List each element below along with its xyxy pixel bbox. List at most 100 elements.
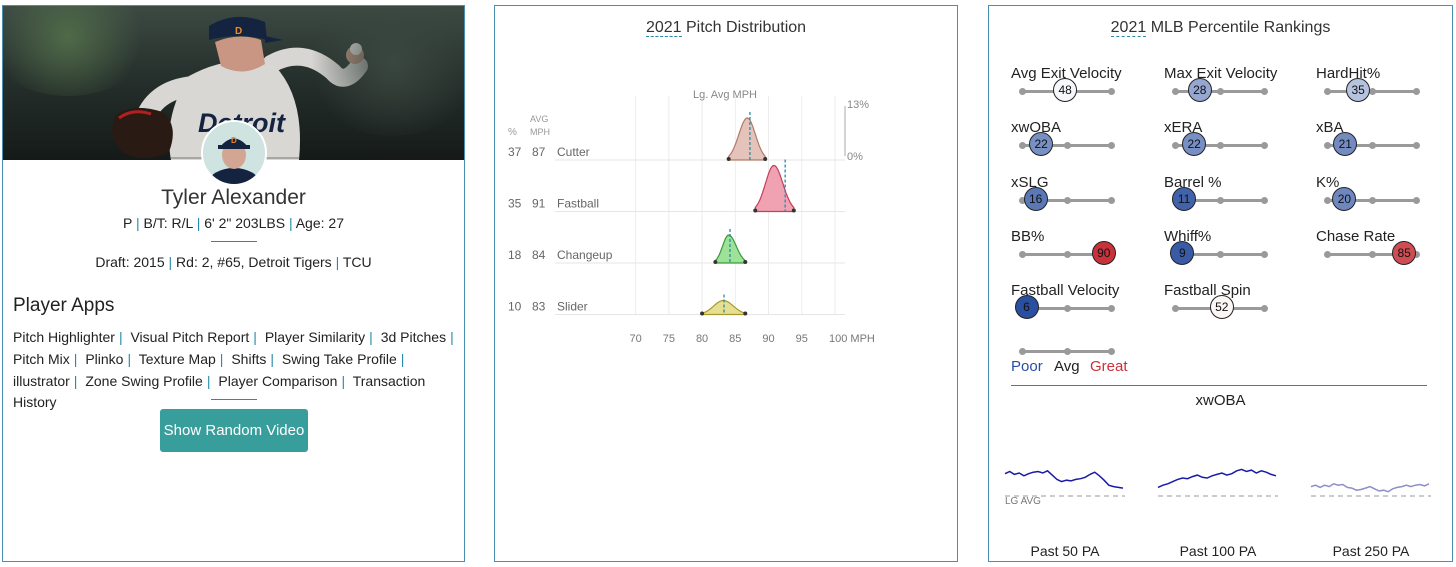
percentile-rankings-panel: 2021 MLB Percentile Rankings Avg Exit Ve… (988, 5, 1453, 562)
app-link-plinko[interactable]: Plinko (85, 350, 124, 367)
percentile-tick (1108, 88, 1115, 95)
apps-divider (211, 399, 257, 400)
lg-avg-mph-label: Lg. Avg MPH (693, 89, 757, 101)
percentile-item-fastball-spin[interactable]: Fastball Spin 52 (1164, 282, 1304, 332)
density-scale-min: 0% (847, 151, 863, 163)
percentile-item-xslg[interactable]: xSLG 16 (1011, 174, 1151, 224)
pitch-distribution-year[interactable]: 2021 (645, 19, 682, 37)
curve-endpoint (753, 208, 758, 213)
percentile-tick (1217, 88, 1224, 95)
bio-position: P (123, 215, 133, 231)
player-apps-title: Player Apps (13, 295, 115, 316)
app-link-player-comparison[interactable]: Player Comparison (218, 372, 338, 389)
pitch-distribution-panel: 2021 Pitch Distribution Lg. Avg MPH% AVG M… (494, 5, 958, 562)
bio-separator: | (136, 215, 144, 231)
percentile-value-bubble: 16 (1023, 187, 1048, 211)
percentile-tick (1261, 305, 1268, 312)
app-separator: | (73, 350, 78, 367)
xwoba-series-line (1157, 468, 1277, 489)
percentile-tick (1108, 305, 1115, 312)
column-header-avg: AVG (530, 114, 548, 124)
percentile-item-avg-exit-velocity[interactable]: Avg Exit Velocity 48 (1011, 65, 1151, 115)
legend-great: Great (1090, 358, 1128, 375)
column-header-pct: % (508, 127, 517, 138)
bio-height-weight: 6' 2" 203LBS (204, 215, 286, 231)
app-link-texture-map[interactable]: Texture Map (138, 350, 216, 367)
percentile-item-fastball-velocity[interactable]: Fastball Velocity 6 (1011, 282, 1151, 332)
percentile-label: Avg Exit Velocity (1011, 65, 1122, 82)
app-link-illustrator[interactable]: illustrator (13, 372, 70, 389)
percentile-tick (1324, 251, 1331, 258)
app-link-zone-swing-profile[interactable]: Zone Swing Profile (85, 372, 203, 389)
pitch-distribution-chart: Lg. Avg MPH% AVG MPH 13% 0% 37 87 Cutter 35 91 Fas… (508, 89, 875, 345)
percentile-item-xba[interactable]: xBA 21 (1316, 119, 1456, 169)
show-random-video-button[interactable]: Show Random Video (160, 409, 308, 452)
app-separator: | (127, 350, 132, 367)
pitch-avg-fastball: 91 (532, 197, 546, 211)
percentile-item-barrel[interactable]: Barrel % 11 (1164, 174, 1304, 224)
percentile-tick (1217, 142, 1224, 149)
bio-separator: | (196, 215, 205, 231)
app-link-player-similarity[interactable]: Player Similarity (264, 329, 366, 345)
pitch-name-cutter: Cutter (557, 145, 590, 159)
percentile-label: Fastball Velocity (1011, 282, 1120, 299)
legend-poor: Poor (1011, 358, 1043, 375)
app-separator: | (219, 350, 224, 367)
app-separator: | (369, 329, 373, 345)
x-tick-label: 90 (762, 333, 774, 345)
app-link-visual-pitch-report[interactable]: Visual Pitch Report (130, 329, 250, 345)
percentile-label: BB% (1011, 228, 1045, 245)
percentile-tick (1261, 251, 1268, 258)
percentile-item-whiff[interactable]: Whiff% 9 (1164, 228, 1304, 278)
percentile-item-xwoba[interactable]: xwOBA 22 (1011, 119, 1151, 169)
percentile-tick (1324, 197, 1331, 204)
percentile-value-bubble: 20 (1332, 187, 1357, 211)
app-link-shifts[interactable]: Shifts (231, 350, 267, 367)
draft-round: Rd: 2, #65, Detroit Tigers (176, 254, 332, 270)
percentile-tick (1019, 197, 1026, 204)
app-link-3d-pitches[interactable]: 3d Pitches (380, 329, 447, 345)
percentile-label: HardHit% (1316, 65, 1381, 82)
curve-endpoint (763, 157, 768, 161)
bio-separator: | (288, 215, 296, 231)
curve-endpoint (713, 260, 718, 264)
app-separator: | (118, 329, 123, 345)
x-tick-label: 85 (729, 333, 741, 345)
percentile-value-bubble: 48 (1053, 78, 1078, 102)
draft-separator: | (335, 254, 343, 270)
app-link-transaction-history[interactable]: Transaction History (13, 372, 426, 411)
percentile-value-bubble: 35 (1346, 78, 1371, 102)
app-link-swing-take-profile[interactable]: Swing Take Profile (281, 350, 397, 367)
pitch-distribution-title: 2021 Pitch Distribution (495, 19, 957, 37)
pitch-distribution-title-text: Pitch Distribution (681, 19, 807, 36)
percentile-tick (1369, 88, 1376, 95)
percentile-label: xERA (1164, 119, 1203, 136)
x-tick-label: 75 (663, 333, 675, 345)
percentile-item-max-exit-velocity[interactable]: Max Exit Velocity 28 (1164, 65, 1304, 115)
player-hero-photo: D Detroit (3, 6, 464, 160)
player-draft-info: Draft: 2015 | Rd: 2, #65, Detroit Tigers… (3, 254, 464, 270)
xwoba-series-line (1004, 469, 1124, 489)
app-link-pitch-mix[interactable]: Pitch Mix (13, 350, 70, 367)
xwoba-title: xwOBA (1195, 392, 1246, 409)
app-link-pitch-highlighter[interactable]: Pitch Highlighter (13, 329, 115, 345)
percentile-item-xera[interactable]: xERA 22 (1164, 119, 1304, 169)
percentile-item-k[interactable]: K% 20 (1316, 174, 1456, 224)
percentile-item-hardhit[interactable]: HardHit% 35 (1316, 65, 1456, 115)
percentile-label: Max Exit Velocity (1164, 65, 1278, 82)
player-panel: D Detroit D Tyler Alexander P | B/T: R/L… (2, 5, 465, 562)
percentile-tick (1172, 305, 1179, 312)
app-separator: | (206, 372, 211, 389)
percentile-tick (1413, 88, 1420, 95)
percentile-year[interactable]: 2021 (1110, 19, 1147, 37)
percentile-tick (1261, 142, 1268, 149)
player-name: Tyler Alexander (161, 186, 306, 209)
percentile-item-chase-rate[interactable]: Chase Rate 85 (1316, 228, 1456, 278)
percentile-tick (1369, 251, 1376, 258)
percentile-item-bb[interactable]: BB% 90 (1011, 228, 1151, 278)
xwoba-series-line (1310, 482, 1430, 493)
percentile-tick (1064, 142, 1071, 149)
pitch-avg-changeup: 84 (532, 248, 546, 262)
percentile-value-bubble: 52 (1209, 295, 1234, 319)
app-separator: | (341, 372, 346, 389)
